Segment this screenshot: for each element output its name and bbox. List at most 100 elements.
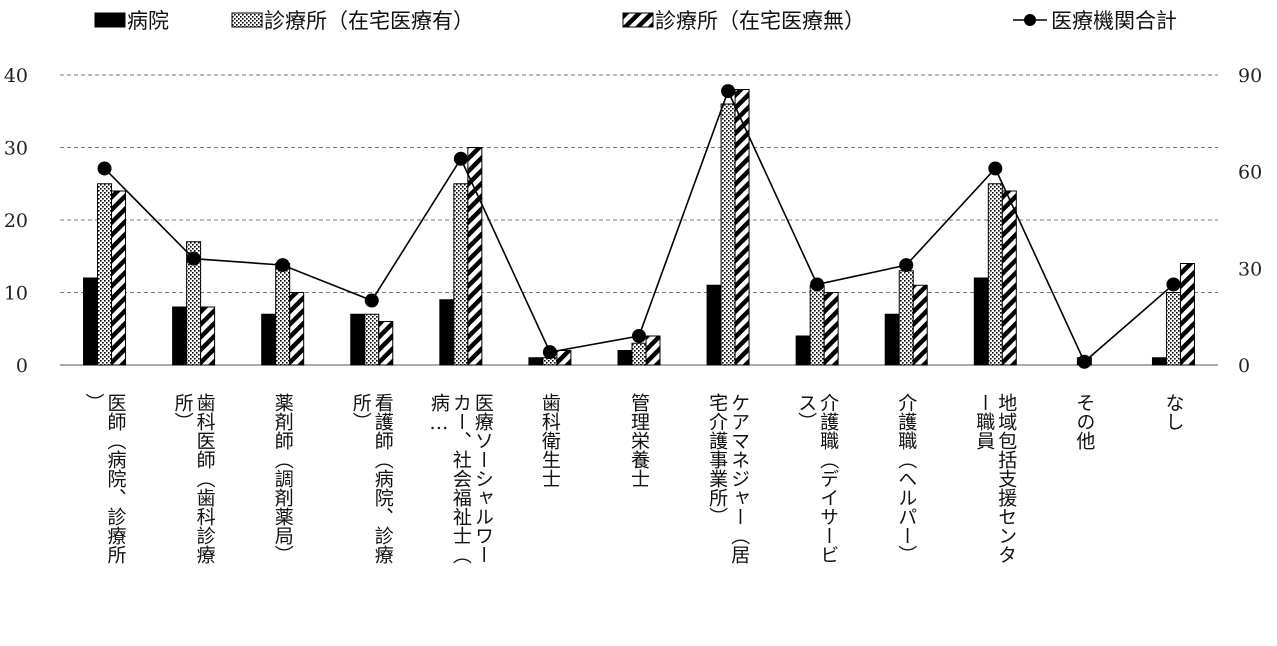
total-marker (1077, 354, 1092, 369)
total-marker (1166, 277, 1181, 292)
left-tick-label: 10 (4, 283, 28, 305)
category-label-column: ー職員 (973, 393, 995, 450)
bar (734, 89, 750, 366)
bar (186, 241, 202, 366)
bar (261, 313, 277, 366)
bar (378, 321, 394, 366)
bar (884, 313, 900, 366)
legend-item: 診療所（在宅医療無） (622, 9, 865, 33)
bar (172, 306, 188, 366)
legend-label: 病院 (127, 9, 169, 33)
right-tick-label: 0 (1238, 355, 1250, 377)
bar (912, 284, 928, 366)
category-label: その他 (1073, 393, 1095, 450)
left-tick-label: 40 (4, 65, 28, 87)
category-label-column: ） (83, 393, 105, 412)
bar (439, 299, 455, 366)
bar (97, 183, 113, 366)
bar (467, 147, 483, 366)
category-label-column: 介護職（デイサービ (817, 393, 839, 564)
category-label-column: 看護師（病院、診療 (372, 393, 394, 564)
legend: 病院 診療所（在宅医療有） 診療所（在宅医療無） 医療機関合計 (94, 9, 1177, 33)
total-marker (542, 345, 557, 360)
category-label-column: なし (1162, 393, 1184, 431)
legend-item: 病院 (94, 9, 169, 33)
bar (898, 270, 914, 366)
total-marker (899, 258, 914, 273)
legend-label: 医療機関合計 (1051, 9, 1177, 33)
bar (111, 190, 127, 366)
bar (556, 350, 572, 366)
total-marker (810, 277, 825, 292)
left-axis-ticks: 0 10 20 30 40 (4, 65, 28, 377)
bar (823, 292, 839, 366)
legend-swatch (231, 12, 263, 28)
bar (631, 342, 647, 366)
left-tick-label: 20 (4, 210, 28, 232)
bar (720, 103, 736, 366)
right-tick-label: 30 (1238, 258, 1262, 280)
total-marker (632, 329, 646, 343)
left-tick-label: 30 (4, 138, 28, 160)
right-tick-label: 60 (1238, 162, 1262, 184)
legend-swatch (622, 12, 654, 28)
bar (350, 313, 366, 366)
legend-item: 医療機関合計 (1013, 9, 1177, 33)
total-marker (988, 161, 1003, 176)
bar (453, 183, 469, 366)
bar (1151, 357, 1167, 366)
legend-marker (1024, 14, 1036, 26)
bar (200, 306, 216, 366)
legend-item: 診療所（在宅医療有） (231, 9, 474, 33)
bar (706, 284, 722, 366)
category-label-column: 医師（病院、診療所 (105, 393, 127, 564)
bar (645, 335, 661, 366)
legend-label: 診療所（在宅医療無） (655, 9, 865, 33)
bar (795, 335, 811, 366)
category-label-column: 薬剤師（調剤薬局） (272, 393, 294, 564)
total-line (97, 84, 1181, 369)
category-label: 歯科衛生士 (539, 393, 561, 488)
category-label: なし (1162, 393, 1184, 431)
total-marker (275, 258, 290, 273)
category-label-column: 宅介護事業所） (706, 393, 728, 526)
legend-swatch (94, 12, 126, 28)
category-label-column: その他 (1073, 393, 1095, 450)
category-label: 薬剤師（調剤薬局） (272, 393, 294, 564)
bar (275, 263, 291, 366)
bar (528, 357, 544, 366)
category-label: 医療ソーシャルワーカー、社会福祉士（病… (428, 393, 494, 564)
bar (1179, 263, 1195, 366)
bar (1001, 190, 1017, 366)
left-tick-label: 0 (16, 355, 28, 377)
total-marker (186, 251, 201, 266)
bar (987, 183, 1003, 366)
total-marker (97, 161, 112, 176)
category-label-column: 所） (172, 393, 194, 431)
bar (809, 284, 825, 366)
category-label-column: 歯科衛生士 (539, 393, 561, 488)
category-label: 医師（病院、診療所） (83, 393, 127, 564)
gridlines (60, 74, 1218, 366)
category-label-column: ケアマネジャー（居 (728, 393, 750, 564)
category-label-column: ス） (795, 393, 817, 431)
category-label-column: 管理栄養士 (628, 393, 650, 488)
total-marker (364, 293, 379, 308)
category-label-column: 病… (428, 393, 450, 434)
bar (83, 277, 99, 366)
right-axis-ticks: 0 30 60 90 (1238, 65, 1262, 377)
category-label-column: 所） (350, 393, 372, 431)
category-label-column: 地域包括支援センタ (995, 393, 1017, 564)
right-tick-label: 90 (1238, 65, 1262, 87)
bar (617, 350, 633, 366)
category-label: 管理栄養士 (628, 393, 650, 488)
bar (289, 292, 305, 366)
bar (364, 313, 380, 366)
